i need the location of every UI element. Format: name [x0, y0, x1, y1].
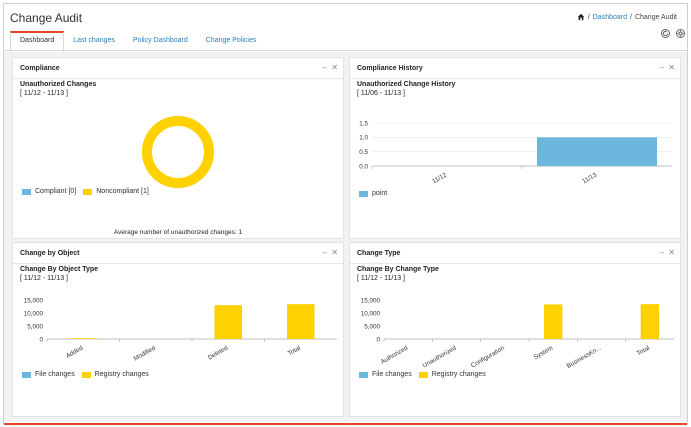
x-tick-label: Total — [287, 345, 302, 358]
legend-label-point[interactable]: point — [372, 190, 388, 197]
legend-label-noncompliant[interactable]: Noncompliant [1] — [96, 188, 149, 195]
chart-legend: Compliant [0] Noncompliant [1] — [22, 188, 149, 195]
object-bar-chart: 0 5,000 10,000 15,000 Added Modified Deleted To… — [24, 297, 337, 363]
settings-icon[interactable] — [676, 29, 685, 38]
breadcrumb-current: Change Audit — [634, 13, 677, 21]
widget-title: Compliance History — [357, 65, 423, 72]
legend-swatch-compliant — [22, 188, 31, 195]
dashboard-area: Compliance – ✕ Unauthorized Changes [ 11… — [4, 52, 687, 422]
breadcrumb-dashboard-link[interactable]: Dashboard — [592, 13, 627, 21]
slice-noncompliant — [142, 116, 214, 188]
minimize-icon[interactable]: – — [322, 63, 327, 72]
breadcrumb: / Dashboard / Change Audit — [577, 13, 677, 21]
chart-subtitle: Change By Change Type — [357, 266, 439, 273]
widget-title: Compliance — [20, 65, 60, 72]
chart-subtitle: Unauthorized Changes — [20, 81, 97, 88]
close-icon[interactable]: ✕ — [331, 63, 338, 72]
chart-range: [ 11/12 - 11/13 ] — [20, 275, 68, 282]
close-icon[interactable]: ✕ — [668, 63, 675, 72]
y-tick-label: 1.0 — [359, 135, 368, 142]
legend-swatch-point — [359, 190, 368, 197]
chart-subtitle: Unauthorized Change History — [357, 81, 456, 88]
x-tick-label: Configuration — [470, 344, 506, 369]
y-tick-label: 15,000 — [24, 297, 44, 304]
tab-change-policies[interactable]: Change Policies — [205, 37, 257, 44]
chart-range: [ 11/06 - 11/13 ] — [357, 90, 405, 97]
average-note: Average number of unauthorized changes: … — [113, 229, 243, 236]
widget-header: Compliance – ✕ — [13, 58, 343, 79]
refresh-icon[interactable] — [661, 29, 670, 38]
chart-subtitle: Change By Object Type — [20, 266, 99, 273]
chart-legend: File changes Registry changes — [22, 371, 149, 378]
x-tick-label: Total — [636, 345, 651, 358]
bar-registry-changes-total — [640, 304, 660, 339]
chart-range: [ 11/12 - 11/13 ] — [20, 90, 68, 97]
y-tick-label: 10,000 — [361, 310, 381, 317]
tab-policy-dashboard[interactable]: Policy Dashboard — [132, 37, 188, 44]
chart-legend: File changes Registry changes — [359, 371, 486, 378]
widget-title: Change Type — [357, 250, 401, 257]
minimize-icon[interactable]: – — [322, 248, 327, 257]
x-tick-label: BusinessKn... — [566, 345, 603, 370]
tab-divider — [3, 50, 688, 51]
page-title: Change Audit — [10, 11, 83, 25]
widget-compliance-history: Compliance History – ✕ Unauthorized Chan… — [349, 57, 681, 239]
y-tick-label: 0.0 — [359, 163, 368, 170]
minimize-icon[interactable]: – — [659, 63, 664, 72]
donut-chart — [142, 116, 214, 188]
bar-registry-changes-deleted — [214, 305, 243, 339]
x-tick-label: Deleted — [207, 344, 230, 361]
tab-dashboard[interactable]: Dashboard — [10, 31, 65, 52]
legend-swatch-file — [359, 371, 368, 378]
tab-bar: Dashboard Last changes Policy Dashboard … — [10, 31, 265, 52]
widget-header: Compliance History – ✕ — [350, 58, 680, 79]
y-tick-label: 15,000 — [361, 297, 381, 304]
type-bar-chart: 0 5,000 10,000 15,000 Authorized Unauthorized… — [361, 297, 674, 370]
y-tick-label: 0.5 — [359, 149, 368, 156]
tab-last-changes[interactable]: Last changes — [73, 37, 115, 44]
x-tick-label: Added — [65, 344, 85, 359]
y-tick-label: 0 — [39, 336, 43, 343]
bar-registry-changes-added — [69, 338, 98, 339]
x-tick-label: Modified — [133, 344, 158, 362]
legend-label-registry[interactable]: Registry changes — [431, 371, 486, 378]
bar-point-11-13 — [537, 137, 657, 166]
legend-label-compliant[interactable]: Compliant [0] — [35, 188, 77, 195]
legend-swatch-registry — [418, 371, 428, 378]
y-tick-label: 1.5 — [359, 120, 368, 127]
legend-label-file[interactable]: File changes — [372, 371, 412, 378]
home-icon[interactable] — [577, 13, 585, 21]
minimize-icon[interactable]: – — [659, 248, 664, 257]
y-tick-label: 10,000 — [24, 310, 44, 317]
footer-accent-line — [4, 423, 687, 425]
x-tick-label: 11/13 — [581, 171, 598, 185]
y-tick-label: 0 — [376, 336, 380, 343]
legend-swatch-file — [22, 371, 31, 378]
chart-range: [ 11/12 - 11/13 ] — [357, 275, 405, 282]
x-tick-label: System — [532, 345, 554, 362]
bar-registry-changes-total — [286, 304, 315, 339]
widget-change-by-object: Change by Object – ✕ Change By Object Ty… — [12, 242, 344, 417]
legend-swatch-noncompliant — [83, 188, 93, 195]
widget-title: Change by Object — [20, 250, 80, 257]
legend-swatch-registry — [81, 371, 91, 378]
widget-compliance: Compliance – ✕ Unauthorized Changes [ 11… — [12, 57, 344, 239]
bar-registry-changes-system — [543, 304, 563, 339]
widget-change-type: Change Type – ✕ Change By Change Type [ … — [349, 242, 681, 417]
chart-legend: point — [359, 190, 387, 197]
breadcrumb-separator: / — [587, 13, 590, 21]
x-tick-label: Authorized — [380, 344, 410, 365]
y-tick-label: 5,000 — [364, 323, 380, 330]
close-icon[interactable]: ✕ — [331, 248, 338, 257]
y-tick-label: 5,000 — [27, 323, 43, 330]
widget-header: Change by Object – ✕ — [13, 243, 343, 264]
breadcrumb-separator: / — [630, 13, 632, 21]
x-tick-label: Unauthorized — [422, 344, 458, 369]
legend-label-registry[interactable]: Registry changes — [94, 371, 149, 378]
widget-header: Change Type – ✕ — [350, 243, 680, 264]
legend-label-file[interactable]: File changes — [35, 371, 75, 378]
close-icon[interactable]: ✕ — [668, 248, 675, 257]
history-bar-chart: 0.0 0.5 1.0 1.5 11/12 11/13 — [359, 120, 672, 185]
x-tick-label: 11/12 — [431, 171, 448, 185]
